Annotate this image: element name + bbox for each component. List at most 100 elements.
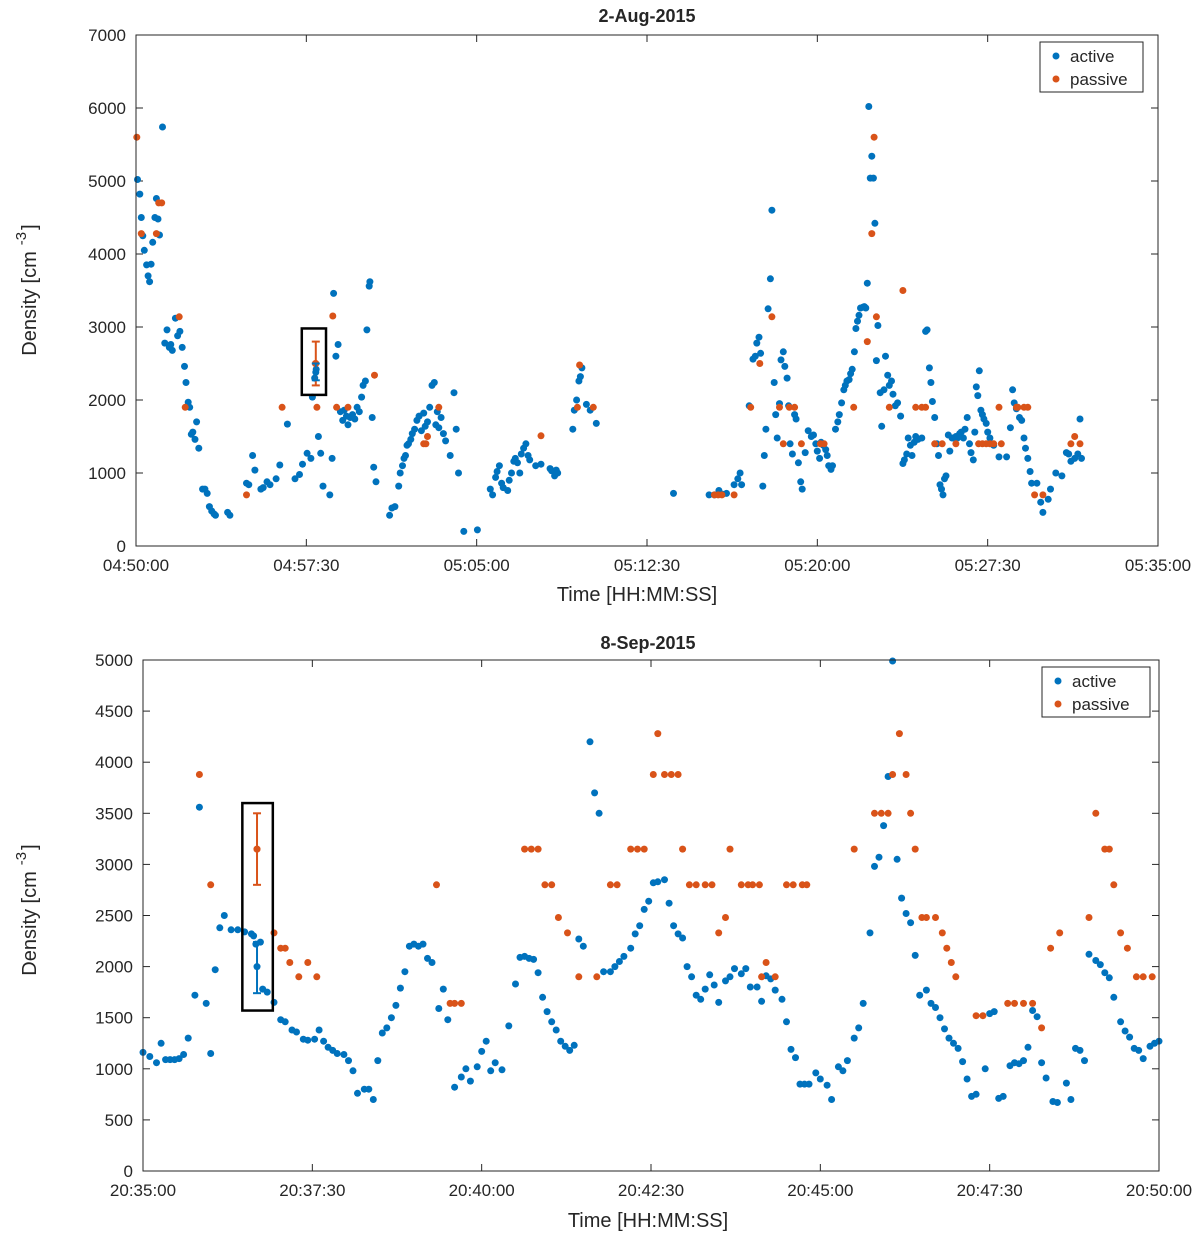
chart-2-active-point (1101, 969, 1109, 977)
chart-2-y-tick-label: 2000 (95, 958, 133, 977)
chart-2-passive-point (871, 809, 878, 817)
chart-2-y-label-main: Density [cm (19, 871, 41, 975)
chart-2-active-point (627, 944, 635, 952)
chart-1-active-point (537, 460, 545, 468)
chart-1-active-point (1033, 479, 1041, 487)
chart-2-y-tick-label: 500 (105, 1111, 133, 1130)
chart-2-active-point (1126, 1033, 1134, 1041)
chart-2-active-point (1096, 961, 1104, 969)
chart-1-active-point (420, 409, 428, 417)
chart-2-passive-point (895, 730, 903, 738)
chart-1-x-tick-label: 05:12:30 (614, 556, 680, 575)
chart-2-active-point (365, 1085, 373, 1093)
chart-2-passive-point (451, 999, 459, 1007)
chart-2-passive-point (783, 881, 790, 889)
chart-2-passive-point (1148, 973, 1156, 981)
chart-2-annotations (241, 801, 275, 1012)
chart-1-active-point (972, 383, 980, 391)
chart-2-active-point (180, 1051, 188, 1058)
chart-2-passive-point (1029, 999, 1037, 1007)
chart-2-active-point (543, 1008, 551, 1016)
chart-1-active-point (897, 412, 905, 420)
chart-2-active-point (175, 1055, 183, 1063)
chart-1-active-point (334, 341, 342, 348)
chart-2-active-point (715, 998, 723, 1006)
chart-1-active-point (969, 456, 977, 464)
chart-2-active-point (839, 1067, 847, 1075)
chart-1-active-point (882, 352, 889, 360)
chart-2-passive-point (737, 881, 745, 889)
chart-1-passive-point (371, 371, 378, 379)
chart-1-x-ticks: 04:50:00 04:57:30 05:05:00 05:12:30 05:20:00… (103, 35, 1191, 575)
chart-1-passive-point (768, 313, 776, 321)
chart-2-title: 8-Sep-2015 (600, 633, 695, 653)
chart-2-active-point (692, 991, 700, 999)
chart-2-active-point (153, 1059, 160, 1067)
chart-2-active-point (880, 822, 888, 830)
chart-1-y-tick-label: 1000 (88, 464, 126, 483)
chart-2-active-point (855, 1024, 863, 1032)
chart-1-active-point (154, 215, 162, 223)
chart-2-active-point (1117, 1018, 1125, 1026)
chart-2-active-point (823, 1081, 831, 1089)
chart-2-active-point (505, 1022, 513, 1030)
chart-2-passive-point (1047, 944, 1055, 952)
chart-1-active-point (136, 190, 144, 198)
chart-1-active-point (1006, 424, 1014, 432)
chart-2-passive-point (947, 959, 955, 966)
chart-2-active-point (990, 1008, 998, 1016)
chart-2-active-point (916, 991, 924, 999)
chart-1-active-point (391, 503, 399, 511)
chart-1-active-point (816, 454, 824, 462)
chart-1-active-point (212, 511, 219, 519)
chart-2-passive-point (755, 881, 763, 889)
chart-1-passive-point (133, 133, 141, 141)
chart-2-active-point (595, 809, 603, 817)
chart-2-active-point (875, 853, 883, 861)
chart-2-active-point (250, 932, 258, 940)
chart-2-active-point (557, 1037, 565, 1045)
chart-2-active-point (783, 1018, 790, 1026)
chart-1-passive-point (537, 432, 545, 440)
chart-1-x-tick-label: 05:35:00 (1125, 556, 1191, 575)
chart-1-active-point (226, 511, 234, 519)
chart-1-active-point (363, 326, 371, 334)
chart-2-active-point (512, 980, 519, 988)
chart-1-active-point (736, 469, 744, 477)
chart-2-passive-point (575, 973, 583, 981)
chart-2-passive-point (674, 771, 682, 778)
chart-2-active-point (227, 926, 235, 934)
chart-2-passive-point (722, 914, 729, 921)
chart-2-active-point (392, 1001, 400, 1009)
chart-2-active-point (457, 1073, 465, 1081)
chart-2-active-point (345, 1057, 352, 1065)
chart-2-active-point (670, 922, 678, 930)
chart-1-active-point (147, 260, 155, 268)
chart-2-marks (139, 657, 1163, 1106)
chart-1-active-point (848, 365, 856, 373)
chart-1-active-point (797, 478, 805, 486)
chart-1-active-point (439, 430, 447, 438)
chart-1-passive-point (424, 433, 431, 440)
chart-1-active-point (159, 123, 166, 131)
chart-1-active-point (670, 489, 677, 497)
chart-2-active-point (866, 929, 874, 937)
chart-1-active-point (372, 478, 380, 486)
chart-1-passive-point (797, 440, 805, 448)
chart-1-active-point (137, 214, 145, 221)
chart-1-active-point (894, 399, 902, 407)
chart-1-active-point (272, 475, 280, 483)
chart-2-active-point (697, 995, 705, 1003)
chart-1-axes-box (135, 34, 1159, 547)
chart-1-passive-point (152, 230, 160, 238)
chart-1-y-label-close: ] (19, 224, 41, 230)
chart-2-legend-box (1041, 666, 1151, 718)
chart-2-active-point (401, 968, 409, 976)
chart-2-passive-point (922, 914, 930, 921)
chart-2-active-point (771, 986, 779, 994)
chart-2-active-point (1024, 1043, 1032, 1051)
chart-2-passive-point (902, 771, 910, 778)
chart-2-active-point (932, 1004, 939, 1011)
chart-1-active-point (939, 491, 947, 499)
chart-2-active-point (498, 1066, 506, 1074)
